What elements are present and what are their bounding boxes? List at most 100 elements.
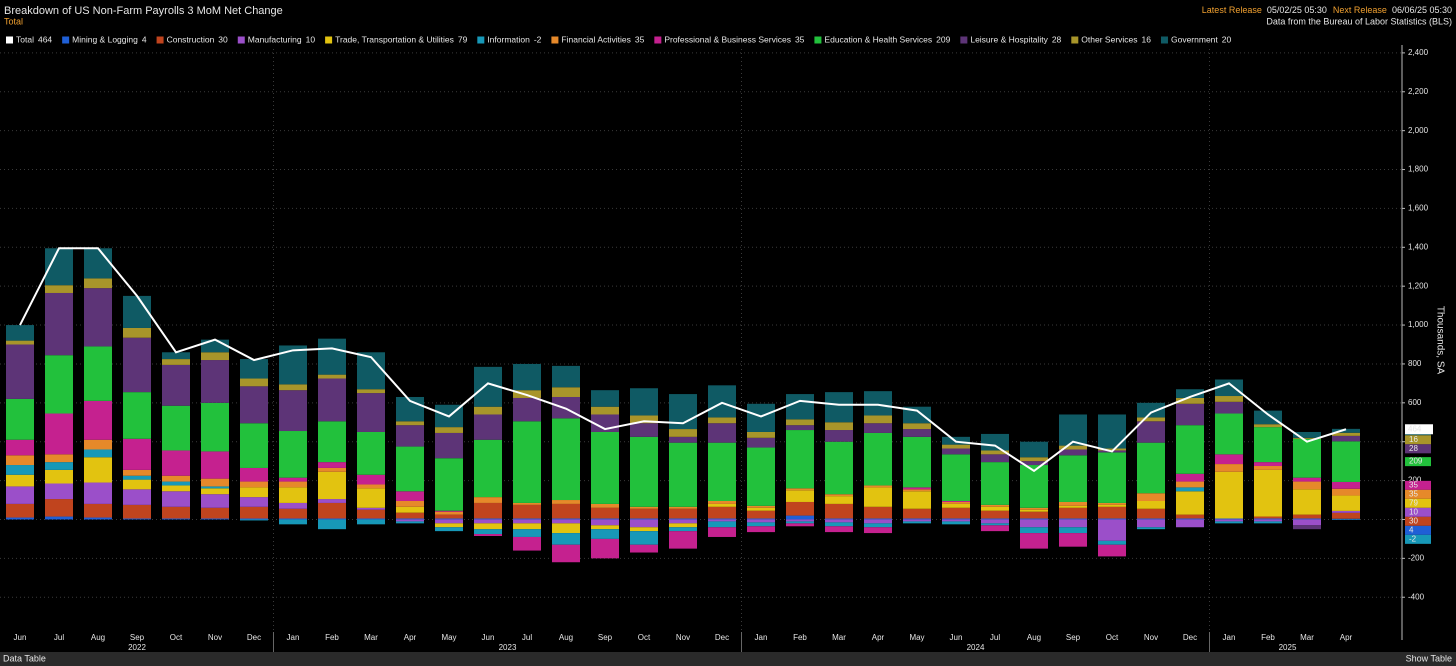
value-tag-label: 28	[1409, 444, 1418, 453]
bar-segment	[1059, 445, 1087, 450]
legend-swatch	[325, 36, 333, 44]
bar-segment	[474, 406, 502, 415]
bar-segment	[84, 288, 112, 347]
bar-segment	[591, 529, 619, 539]
bar-segment	[747, 522, 775, 527]
bar-segment	[591, 525, 619, 530]
bar-segment	[396, 519, 424, 522]
bar-segment	[1137, 508, 1165, 519]
bar-segment	[630, 423, 658, 437]
legend-label: Financial Activities	[561, 34, 630, 44]
bar-segment	[357, 393, 385, 432]
bar-segment	[630, 508, 658, 519]
value-tag	[1405, 480, 1431, 490]
bar-segment	[162, 481, 190, 486]
bar-segment	[318, 519, 346, 530]
bar-segment	[1020, 457, 1048, 462]
bar-segment	[357, 389, 385, 394]
bar-segment	[981, 523, 1009, 526]
bar-segment	[240, 467, 268, 482]
bar-segment	[162, 485, 190, 492]
x-tick-label: Feb	[325, 633, 339, 642]
bar-segment	[1098, 519, 1126, 541]
bar-segment	[1176, 389, 1204, 398]
bar-segment	[84, 457, 112, 483]
value-tag	[1405, 507, 1431, 517]
bar-segment	[513, 502, 541, 505]
bar-segment	[981, 462, 1009, 505]
x-tick-label: Mar	[1300, 633, 1314, 642]
bar-segment	[825, 519, 853, 523]
bar-segment	[864, 415, 892, 424]
total-line	[19, 247, 1347, 473]
bar-segment	[240, 423, 268, 468]
bar-segment	[1176, 519, 1204, 528]
bar-segment	[1215, 454, 1243, 465]
bar-segment	[6, 517, 34, 520]
bar-segment	[669, 506, 697, 509]
bar-segment	[981, 510, 1009, 519]
bar-segment	[903, 508, 931, 519]
y-tick-label: 2,000	[1408, 126, 1429, 135]
bar-segment	[1215, 464, 1243, 472]
bar-segment	[45, 483, 73, 500]
bar-segment	[240, 386, 268, 424]
bar-segment	[591, 519, 619, 526]
bar-segment	[1137, 500, 1165, 509]
bar-segment	[513, 363, 541, 391]
chart-subtitle: Total	[4, 16, 23, 26]
bar-segment	[6, 465, 34, 475]
legend-value: 4	[142, 34, 147, 44]
bar-segment	[1293, 525, 1321, 530]
bar-segment	[84, 517, 112, 520]
bar-segment	[552, 500, 580, 504]
bar-segment	[45, 355, 73, 414]
bar-segment	[1020, 507, 1048, 510]
data-table-button[interactable]: Data Table	[3, 653, 46, 663]
bar-segment	[1020, 533, 1048, 549]
y-tick-label: 1,000	[1408, 320, 1429, 329]
bar-segment	[84, 439, 112, 450]
x-tick-label: May	[441, 633, 456, 642]
x-tick-label: Mar	[364, 633, 378, 642]
bar-segment	[786, 488, 814, 491]
bar-segment	[318, 471, 346, 500]
bar-segment	[435, 510, 463, 512]
bar-segment	[708, 518, 736, 520]
x-year-label: 2025	[1279, 643, 1297, 652]
bar-segment	[162, 364, 190, 406]
bar-segment	[1293, 438, 1321, 478]
bar-segment	[1059, 505, 1087, 508]
bar-segment	[513, 536, 541, 551]
y-tick-label: 1,600	[1408, 204, 1429, 213]
bar-segment	[84, 248, 112, 279]
x-tick-label: Oct	[170, 633, 183, 642]
bar-segment	[201, 339, 229, 353]
bar-segment	[630, 527, 658, 532]
bar-segment	[201, 478, 229, 487]
bar-segment	[786, 515, 814, 520]
bar-segment	[240, 487, 268, 498]
latest-release-label: Latest Release	[1202, 5, 1262, 15]
bar-segment	[825, 496, 853, 504]
value-tag	[1405, 457, 1431, 467]
bar-segment	[1254, 466, 1282, 470]
bar-segment	[1137, 417, 1165, 422]
x-year-label: 2022	[128, 643, 146, 652]
bar-segment	[630, 436, 658, 507]
bar-segment	[1254, 469, 1282, 517]
x-tick-label: Nov	[1144, 633, 1158, 642]
show-table-button[interactable]: Show Table	[1406, 653, 1452, 663]
bar-segment	[1020, 519, 1048, 528]
bar-segment	[6, 455, 34, 466]
bar-segment	[123, 469, 151, 476]
bar-segment	[6, 439, 34, 456]
bar-segment	[1098, 414, 1126, 449]
bar-segment	[84, 346, 112, 401]
bar-segment	[864, 519, 892, 524]
total-tag-label: 464	[1408, 424, 1422, 433]
bar-segment	[1176, 514, 1204, 519]
bar-segment	[279, 508, 307, 519]
bar-segment	[903, 423, 931, 430]
